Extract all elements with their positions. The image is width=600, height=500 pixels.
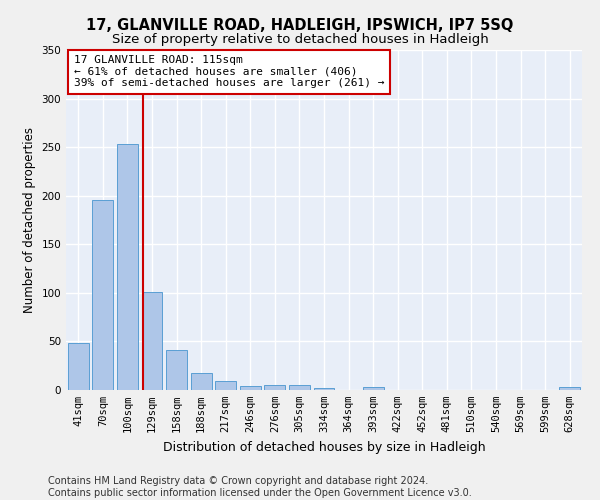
- Bar: [92, 200, 113, 390]
- Bar: [362, 387, 383, 390]
- Bar: [289, 385, 310, 390]
- Bar: [240, 386, 261, 390]
- Bar: [166, 350, 187, 390]
- X-axis label: Distribution of detached houses by size in Hadleigh: Distribution of detached houses by size …: [163, 440, 485, 454]
- Bar: [142, 292, 163, 390]
- Bar: [215, 382, 236, 390]
- Bar: [68, 344, 89, 390]
- Text: Size of property relative to detached houses in Hadleigh: Size of property relative to detached ho…: [112, 32, 488, 46]
- Text: 17 GLANVILLE ROAD: 115sqm
← 61% of detached houses are smaller (406)
39% of semi: 17 GLANVILLE ROAD: 115sqm ← 61% of detac…: [74, 55, 384, 88]
- Bar: [117, 144, 138, 390]
- Bar: [559, 387, 580, 390]
- Text: 17, GLANVILLE ROAD, HADLEIGH, IPSWICH, IP7 5SQ: 17, GLANVILLE ROAD, HADLEIGH, IPSWICH, I…: [86, 18, 514, 32]
- Text: Contains HM Land Registry data © Crown copyright and database right 2024.
Contai: Contains HM Land Registry data © Crown c…: [48, 476, 472, 498]
- Bar: [314, 388, 334, 390]
- Bar: [265, 385, 286, 390]
- Bar: [191, 372, 212, 390]
- Y-axis label: Number of detached properties: Number of detached properties: [23, 127, 36, 313]
